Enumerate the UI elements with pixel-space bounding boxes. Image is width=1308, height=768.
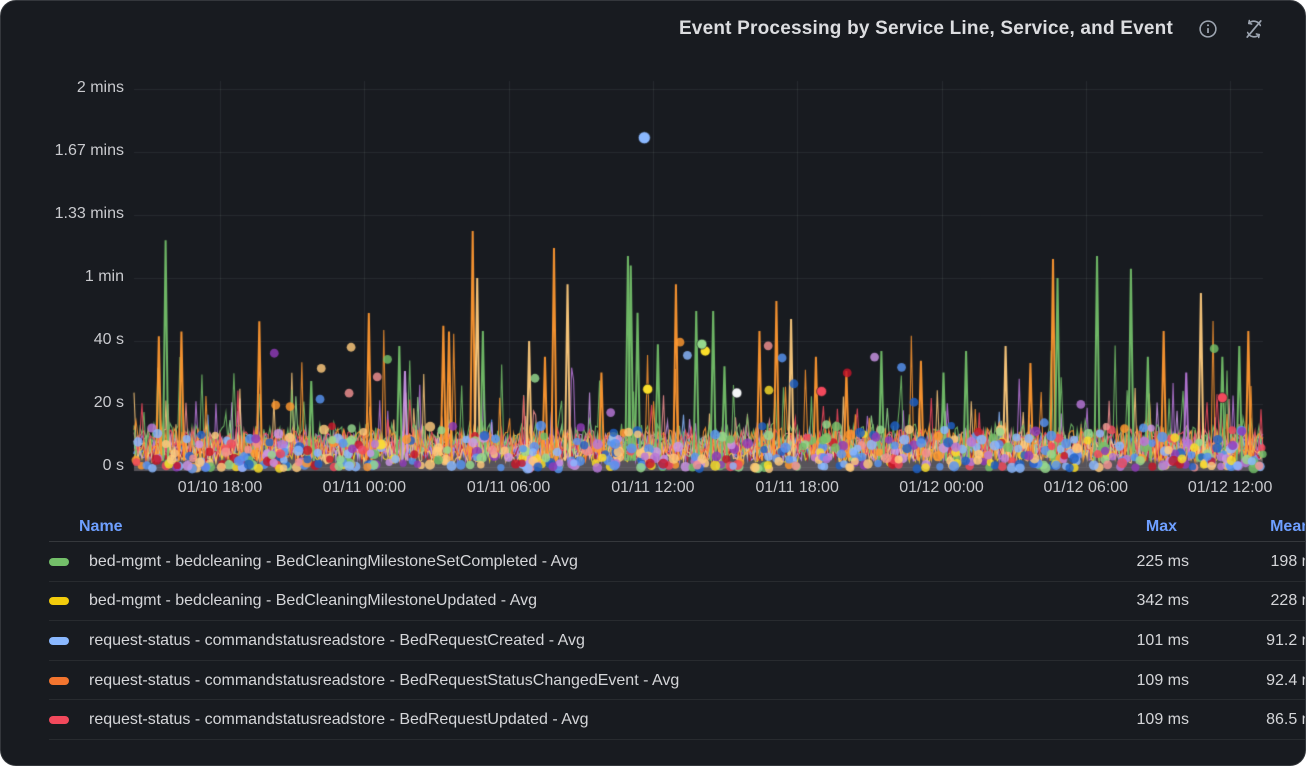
x-axis-tick-label: 01/12 12:00: [1187, 479, 1273, 496]
y-axis-tick-label: 1.67 mins: [54, 142, 124, 159]
legend-row[interactable]: request-status - commandstatusreadstore …: [1, 661, 1305, 701]
x-axis-tick-label: 01/11 18:00: [755, 479, 839, 496]
row-divider: [49, 620, 1305, 622]
x-axis-tick-label: 01/11 00:00: [322, 479, 406, 496]
legend-series-mean: 228 ms: [1270, 592, 1305, 610]
time-series-chart: 0 s 20 s 40 s 1 min 1.33 mins 1.67 mins 2 mins…: [1, 1, 1305, 513]
header-divider: [49, 541, 1305, 542]
y-axis-tick-label: 40 s: [93, 331, 124, 348]
legend-series-max: 342 ms: [1136, 592, 1189, 610]
legend-table: Name Max Mean bed-mgmt - bedcleaning - B…: [1, 511, 1305, 765]
y-axis-tick-label: 20 s: [93, 394, 124, 411]
time-series-plot[interactable]: [1, 1, 1305, 513]
legend-row[interactable]: request-status - commandstatusreadstore …: [1, 700, 1305, 740]
series-color-swatch[interactable]: [49, 597, 69, 606]
x-axis-tick-label: 01/10 18:00: [177, 479, 263, 496]
y-axis-tick-label: 1.33 mins: [54, 205, 124, 222]
legend-col-name[interactable]: Name: [79, 517, 123, 535]
x-axis-tick-label: 01/11 06:00: [466, 479, 551, 496]
legend-series-name: request-status - commandstatusreadstore …: [89, 631, 585, 649]
legend-series-mean: 198 ms: [1270, 552, 1305, 570]
legend-series-max: 109 ms: [1136, 711, 1189, 729]
row-divider: [49, 738, 1305, 740]
legend-series-mean: 92.4 ms: [1266, 671, 1305, 689]
y-axis-tick-label: 1 min: [84, 268, 124, 285]
legend-col-max[interactable]: Max: [1145, 517, 1177, 535]
x-axis-tick-label: 01/12 06:00: [1043, 479, 1129, 496]
legend-series-name: request-status - commandstatusreadstore …: [89, 711, 589, 729]
row-divider: [49, 659, 1305, 661]
legend-series-name: request-status - commandstatusreadstore …: [89, 671, 680, 689]
series-color-swatch[interactable]: [49, 636, 69, 645]
legend-series-name: bed-mgmt - bedcleaning - BedCleaningMile…: [89, 552, 578, 570]
legend-series-mean: 91.2 ms: [1266, 631, 1305, 649]
x-axis-tick-label: 01/11 12:00: [611, 479, 695, 496]
legend-series-max: 109 ms: [1136, 671, 1189, 689]
legend-series-max: 225 ms: [1136, 552, 1189, 570]
legend-row[interactable]: request-status - commandstatusreadstore …: [1, 621, 1305, 661]
series-color-swatch[interactable]: [49, 716, 69, 725]
legend-series-name: bed-mgmt - bedcleaning - BedCleaningMile…: [89, 592, 537, 610]
legend-row[interactable]: bed-mgmt - bedcleaning - BedCleaningMile…: [1, 542, 1305, 582]
series-color-swatch[interactable]: [49, 557, 69, 566]
legend-row[interactable]: bed-mgmt - bedcleaning - BedCleaningMile…: [1, 582, 1305, 622]
y-axis-tick-label: 2 mins: [76, 79, 124, 96]
legend-header-row: Name Max Mean: [1, 511, 1305, 542]
series-color-swatch[interactable]: [49, 676, 69, 685]
legend-series-max: 101 ms: [1136, 631, 1189, 649]
legend-col-mean[interactable]: Mean: [1270, 517, 1305, 535]
row-divider: [49, 580, 1305, 582]
y-axis-tick-label: 0 s: [102, 457, 124, 474]
legend-series-mean: 86.5 ms: [1266, 711, 1305, 729]
x-axis-tick-label: 01/12 00:00: [899, 479, 984, 496]
row-divider: [49, 699, 1305, 701]
